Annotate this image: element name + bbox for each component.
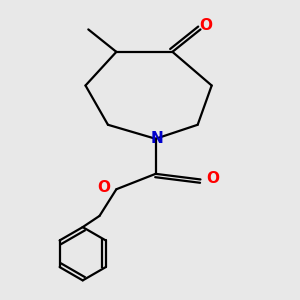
Text: O: O — [200, 18, 213, 33]
Text: O: O — [207, 170, 220, 185]
Text: O: O — [97, 180, 110, 195]
Text: N: N — [151, 131, 164, 146]
